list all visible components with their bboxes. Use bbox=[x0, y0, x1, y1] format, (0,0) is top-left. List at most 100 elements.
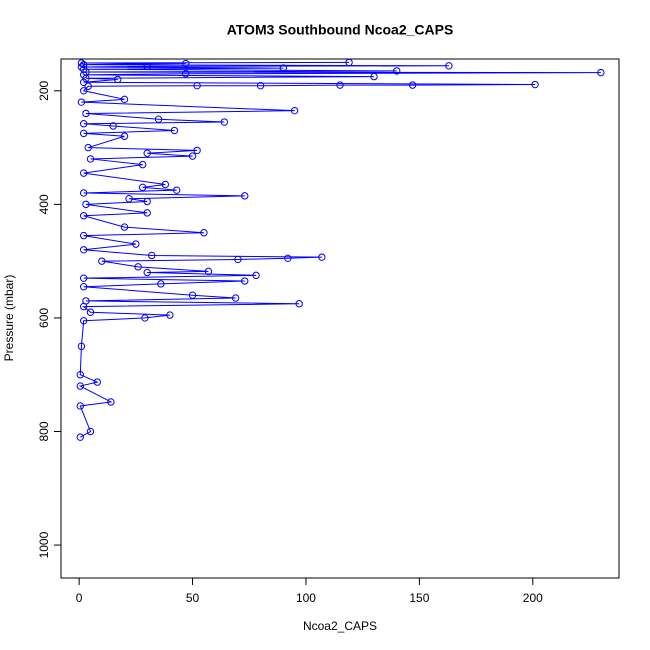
data-point bbox=[154, 115, 163, 123]
data-point bbox=[134, 263, 142, 271]
data-point bbox=[284, 254, 292, 263]
data-point bbox=[120, 95, 129, 104]
data-point bbox=[86, 308, 95, 316]
data-point bbox=[231, 294, 240, 302]
profile-line bbox=[78, 61, 601, 438]
data-point bbox=[82, 74, 90, 83]
data-point bbox=[170, 126, 179, 135]
data-point bbox=[79, 129, 88, 138]
data-point bbox=[79, 169, 88, 177]
data-point bbox=[79, 283, 88, 291]
data-point bbox=[143, 209, 151, 217]
data-point bbox=[143, 149, 151, 157]
plot-frame bbox=[60, 58, 620, 579]
x-tick-label: 50 bbox=[186, 591, 200, 605]
x-tick-label: 150 bbox=[409, 591, 429, 605]
data-point bbox=[148, 251, 156, 260]
data-point bbox=[109, 122, 117, 130]
data-point bbox=[193, 81, 201, 90]
data-point bbox=[125, 194, 133, 203]
data-point bbox=[597, 68, 605, 77]
data-point bbox=[138, 160, 147, 169]
data-point bbox=[77, 63, 86, 71]
data-point bbox=[120, 223, 129, 231]
data-point bbox=[76, 433, 84, 441]
data-point bbox=[408, 81, 417, 89]
data-point bbox=[345, 58, 353, 67]
data-point bbox=[79, 231, 88, 240]
data-point bbox=[84, 143, 92, 152]
y-tick-label: 800 bbox=[37, 421, 51, 441]
data-point bbox=[241, 277, 249, 285]
data-point bbox=[79, 317, 88, 325]
data-point bbox=[290, 106, 299, 115]
y-tick-label: 200 bbox=[37, 80, 51, 100]
data-point bbox=[531, 80, 539, 89]
data-point bbox=[241, 192, 249, 200]
data-point bbox=[79, 302, 88, 311]
data-point bbox=[114, 75, 122, 84]
data-point bbox=[107, 398, 115, 406]
data-point bbox=[234, 255, 242, 264]
data-point bbox=[76, 371, 84, 379]
data-point bbox=[82, 109, 90, 118]
data-point bbox=[295, 300, 303, 308]
data-point bbox=[79, 189, 88, 197]
data-point bbox=[79, 87, 88, 95]
data-point bbox=[79, 212, 88, 220]
x-tick-label: 200 bbox=[523, 591, 543, 605]
data-point bbox=[143, 268, 151, 277]
y-axis-label: Pressure (mbar) bbox=[2, 275, 16, 362]
data-point bbox=[77, 59, 86, 67]
data-point bbox=[82, 200, 90, 209]
data-point bbox=[393, 67, 401, 75]
data-point bbox=[445, 62, 453, 70]
data-point bbox=[86, 427, 95, 436]
y-tick-label: 1000 bbox=[37, 531, 51, 558]
data-point bbox=[138, 183, 147, 192]
data-point bbox=[166, 311, 174, 319]
data-point bbox=[132, 240, 140, 248]
data-point bbox=[193, 146, 201, 155]
data-point bbox=[77, 98, 86, 106]
data-point bbox=[79, 246, 88, 254]
x-axis-label: Ncoa2_CAPS bbox=[303, 619, 377, 633]
data-point bbox=[182, 70, 190, 78]
data-point bbox=[252, 271, 260, 280]
data-point bbox=[98, 257, 106, 265]
data-point bbox=[86, 155, 95, 163]
data-point bbox=[141, 314, 149, 322]
data-point bbox=[188, 291, 197, 299]
data-point bbox=[370, 72, 378, 81]
data-point bbox=[84, 82, 92, 90]
data-point bbox=[200, 229, 208, 237]
data-point bbox=[172, 186, 181, 194]
data-point bbox=[93, 378, 101, 386]
data-point bbox=[143, 62, 151, 71]
data-point bbox=[157, 280, 165, 288]
data-point bbox=[77, 342, 86, 351]
data-point bbox=[79, 60, 88, 69]
data-point bbox=[220, 118, 229, 126]
data-point bbox=[256, 81, 265, 90]
data-point bbox=[336, 81, 344, 89]
data-point bbox=[79, 120, 88, 128]
y-tick-label: 600 bbox=[37, 308, 51, 328]
data-point bbox=[161, 180, 170, 189]
x-tick-label: 0 bbox=[76, 591, 83, 605]
data-point bbox=[318, 253, 326, 261]
data-point bbox=[182, 59, 190, 68]
data-point bbox=[76, 402, 84, 410]
data-point bbox=[79, 78, 88, 86]
data-point bbox=[143, 197, 151, 206]
data-point bbox=[279, 64, 287, 72]
x-tick-label: 100 bbox=[296, 591, 316, 605]
data-point bbox=[76, 382, 84, 390]
y-tick-label: 400 bbox=[37, 194, 51, 214]
chart-title: ATOM3 Southbound Ncoa2_CAPS bbox=[227, 22, 454, 38]
data-point bbox=[188, 152, 197, 160]
data-point bbox=[79, 274, 88, 282]
data-point bbox=[204, 267, 213, 276]
